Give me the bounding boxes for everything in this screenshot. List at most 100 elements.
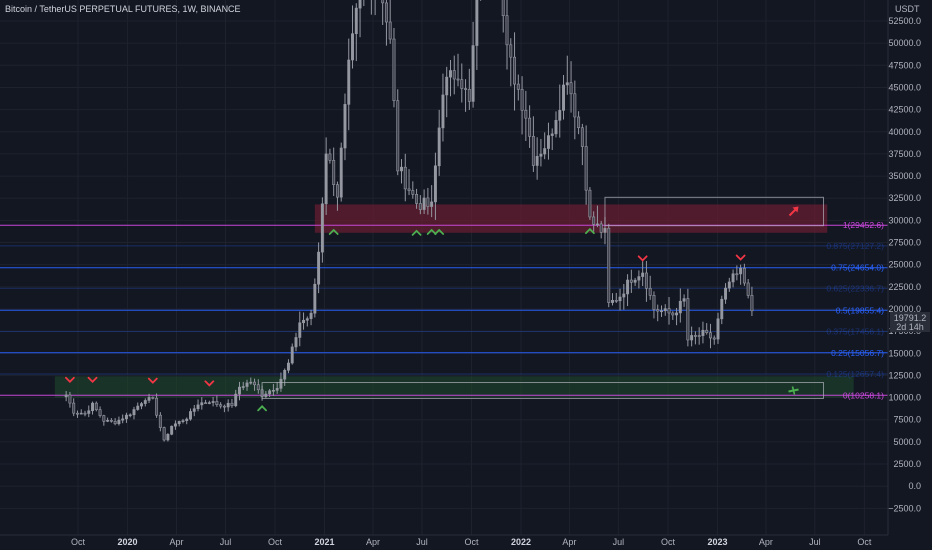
resistance-zone bbox=[314, 204, 828, 233]
candle-body bbox=[709, 332, 712, 339]
candle bbox=[407, 169, 411, 196]
x-tick-label: Oct bbox=[464, 537, 479, 547]
candle-body bbox=[641, 272, 645, 277]
price-badge-bg bbox=[890, 312, 930, 332]
candle bbox=[374, 0, 376, 16]
candle bbox=[712, 335, 716, 345]
candle bbox=[531, 116, 535, 172]
candle bbox=[403, 153, 407, 202]
candle bbox=[675, 307, 679, 326]
candle bbox=[742, 263, 746, 286]
candle-body bbox=[682, 298, 686, 302]
candle-body bbox=[75, 412, 79, 415]
candle-body bbox=[509, 44, 513, 58]
fib-label: 0.375(17456.1) bbox=[826, 327, 884, 337]
candle bbox=[441, 73, 445, 142]
candle bbox=[558, 84, 562, 138]
candle bbox=[219, 402, 223, 409]
candle-body bbox=[528, 117, 532, 137]
candle bbox=[207, 400, 211, 405]
candle-body bbox=[64, 394, 68, 398]
sell-marker-icon bbox=[87, 376, 98, 384]
candle-body bbox=[358, 0, 362, 9]
candle-body bbox=[727, 281, 731, 289]
candle bbox=[750, 286, 754, 317]
candle bbox=[155, 393, 159, 418]
candle-body bbox=[535, 156, 539, 166]
candle-body bbox=[113, 420, 117, 425]
candle-body bbox=[675, 312, 679, 316]
candle-body bbox=[324, 153, 328, 205]
candle-body bbox=[290, 346, 294, 364]
candle-body bbox=[464, 88, 468, 90]
x-tick-label: Jul bbox=[416, 537, 428, 547]
candle bbox=[109, 418, 113, 423]
candle-body bbox=[746, 282, 750, 296]
sell-marker-icon bbox=[637, 255, 648, 262]
candle-body bbox=[343, 104, 347, 149]
candle-body bbox=[592, 216, 596, 225]
candle bbox=[185, 417, 189, 425]
candle bbox=[746, 279, 750, 299]
arrow-head bbox=[792, 206, 799, 213]
candle bbox=[716, 312, 720, 344]
y-tick-label: 37500.0 bbox=[888, 149, 921, 159]
candle-body bbox=[554, 119, 558, 135]
candle bbox=[298, 311, 302, 347]
candle bbox=[539, 138, 543, 167]
candle bbox=[347, 38, 351, 131]
candle-body bbox=[550, 133, 554, 136]
candle bbox=[354, 3, 358, 62]
candle bbox=[253, 378, 257, 391]
candle bbox=[426, 187, 430, 215]
candle bbox=[607, 223, 611, 308]
candle bbox=[275, 381, 279, 394]
time-axis-panel[interactable] bbox=[0, 535, 932, 550]
candle bbox=[611, 293, 614, 306]
support-zone bbox=[54, 376, 854, 398]
candle-body bbox=[192, 408, 196, 412]
candle-body bbox=[539, 153, 543, 157]
candle bbox=[98, 406, 102, 418]
y-tick-label: 50000.0 bbox=[888, 38, 921, 48]
candle-body bbox=[652, 295, 656, 310]
x-tick-label: Oct bbox=[71, 537, 86, 547]
candle bbox=[520, 76, 524, 135]
candle bbox=[335, 181, 339, 211]
candle-body bbox=[622, 293, 626, 298]
candle bbox=[678, 288, 682, 323]
candle bbox=[546, 122, 550, 160]
candle bbox=[384, 0, 388, 46]
price-axis-panel[interactable] bbox=[888, 0, 932, 535]
candle-body bbox=[354, 7, 358, 34]
candle bbox=[162, 426, 166, 442]
candle bbox=[283, 368, 287, 386]
fib-label: 0.875(27127.2) bbox=[826, 241, 884, 251]
candle bbox=[166, 433, 170, 442]
candle bbox=[437, 109, 441, 176]
candle bbox=[358, 0, 362, 38]
candle bbox=[652, 291, 656, 319]
candle bbox=[433, 152, 437, 220]
candle bbox=[215, 395, 219, 407]
x-tick-label: Oct bbox=[857, 537, 872, 547]
candle-body bbox=[317, 251, 321, 285]
candle-body bbox=[701, 329, 705, 336]
candle bbox=[415, 188, 419, 209]
candle bbox=[234, 389, 238, 408]
candle-body bbox=[222, 405, 226, 408]
y-tick-label: 22500.0 bbox=[888, 282, 921, 292]
candle-body bbox=[147, 397, 151, 401]
candle bbox=[701, 321, 705, 344]
candle-body bbox=[475, 0, 479, 46]
candle-body bbox=[731, 273, 735, 283]
candle-body bbox=[72, 402, 76, 414]
candle bbox=[731, 269, 735, 288]
projection-boxes bbox=[261, 196, 825, 399]
candle-body bbox=[98, 409, 102, 416]
candle bbox=[339, 142, 343, 202]
candle-body bbox=[633, 279, 637, 283]
candle-body bbox=[618, 296, 622, 302]
candle bbox=[173, 420, 177, 430]
